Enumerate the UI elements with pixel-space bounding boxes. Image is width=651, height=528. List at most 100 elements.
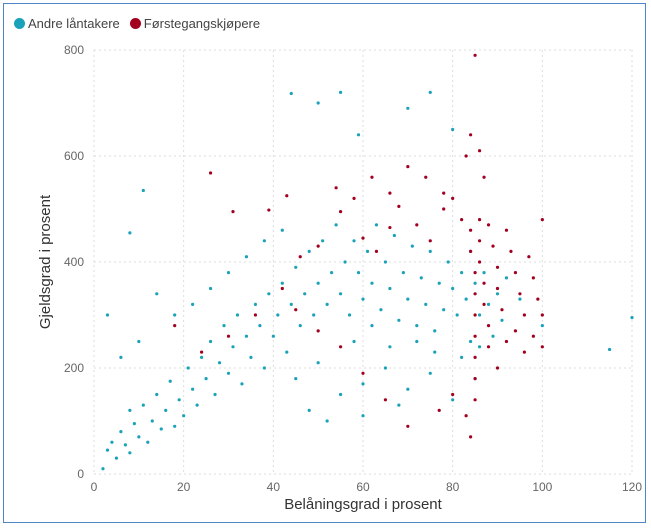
data-point	[338, 392, 343, 397]
data-point	[325, 302, 329, 306]
data-point	[415, 339, 419, 344]
data-point	[316, 361, 320, 365]
data-point	[397, 403, 401, 407]
data-point	[460, 218, 464, 222]
data-point	[338, 90, 343, 94]
data-point	[500, 318, 504, 322]
legend-item-forstegangskjopere[interactable]: Førstegangskjøpere	[129, 16, 260, 31]
data-point	[451, 398, 455, 402]
data-point	[338, 210, 343, 214]
data-point	[536, 297, 540, 301]
data-point	[383, 260, 388, 264]
data-point	[289, 91, 293, 96]
data-point	[208, 171, 213, 175]
data-point	[495, 286, 500, 291]
data-point	[495, 366, 500, 370]
data-point	[356, 271, 361, 275]
data-point	[186, 366, 190, 370]
data-point	[177, 398, 181, 402]
y-tick-label: 600	[64, 149, 84, 163]
data-point	[334, 223, 338, 227]
data-point	[473, 355, 477, 359]
data-point	[473, 292, 477, 296]
data-point	[388, 286, 392, 291]
data-point	[370, 281, 374, 285]
data-point	[208, 286, 213, 291]
data-point	[495, 265, 500, 269]
data-point	[473, 271, 477, 275]
data-point	[513, 329, 518, 333]
data-point	[361, 297, 365, 301]
data-point	[540, 218, 544, 222]
data-point	[244, 255, 249, 259]
data-point	[491, 244, 495, 248]
data-point	[114, 456, 119, 460]
data-point	[473, 398, 477, 402]
data-point	[397, 204, 401, 208]
data-point	[204, 377, 208, 381]
data-point	[128, 451, 132, 455]
data-point	[477, 218, 482, 222]
data-point	[518, 292, 522, 296]
data-point	[155, 292, 159, 296]
data-point	[249, 355, 253, 359]
data-point	[343, 260, 347, 264]
data-point	[298, 255, 302, 259]
data-point	[451, 392, 455, 397]
data-point	[330, 271, 334, 275]
data-point	[406, 387, 410, 391]
x-tick-label: 60	[356, 480, 370, 494]
data-point	[473, 334, 477, 338]
data-point	[141, 188, 145, 193]
legend-item-andre-lantakere[interactable]: Andre låntakere	[14, 16, 120, 31]
data-point	[374, 249, 379, 253]
data-point	[253, 313, 257, 317]
data-point	[258, 324, 262, 328]
series-forstegangskjopere	[173, 53, 544, 439]
data-point	[460, 355, 464, 359]
data-point	[415, 324, 419, 328]
data-point	[630, 316, 634, 320]
x-tick-label: 100	[532, 480, 552, 494]
data-point	[442, 207, 446, 211]
data-point	[392, 233, 396, 238]
data-point	[347, 313, 352, 317]
y-axis-title: Gjeldsgrad i prosent	[37, 194, 54, 329]
data-point	[200, 350, 204, 354]
data-point	[105, 448, 110, 452]
data-point	[226, 271, 231, 275]
data-point	[424, 175, 428, 179]
data-point	[522, 350, 527, 354]
data-point	[105, 313, 110, 317]
data-point	[415, 223, 419, 227]
data-point	[486, 345, 491, 349]
legend-marker-forstegangskjopere-icon	[129, 18, 141, 29]
data-point	[231, 345, 235, 349]
data-point	[482, 281, 486, 285]
data-point	[316, 329, 320, 333]
data-point	[469, 339, 473, 344]
data-point	[356, 133, 361, 137]
data-point	[294, 265, 298, 269]
data-point	[477, 239, 482, 243]
data-point	[294, 308, 298, 312]
data-point	[477, 313, 482, 317]
data-point	[361, 236, 365, 240]
data-point	[469, 228, 473, 232]
data-point	[464, 297, 468, 301]
legend-marker-andre-lantakere-icon	[14, 18, 25, 29]
data-point	[451, 196, 455, 200]
data-point	[280, 281, 284, 285]
data-point	[271, 334, 275, 338]
data-point	[486, 324, 491, 328]
data-point	[173, 313, 177, 317]
data-point	[307, 408, 311, 412]
data-point	[406, 297, 410, 301]
data-point	[338, 292, 343, 296]
chart-frame: Andre låntakere Førstegangskjøpere 0 20 40…	[3, 3, 646, 523]
data-point	[303, 292, 307, 296]
data-point	[424, 302, 428, 306]
data-point	[141, 403, 145, 407]
data-point	[379, 308, 383, 312]
legend: Andre låntakere Førstegangskjøpere	[14, 16, 260, 31]
